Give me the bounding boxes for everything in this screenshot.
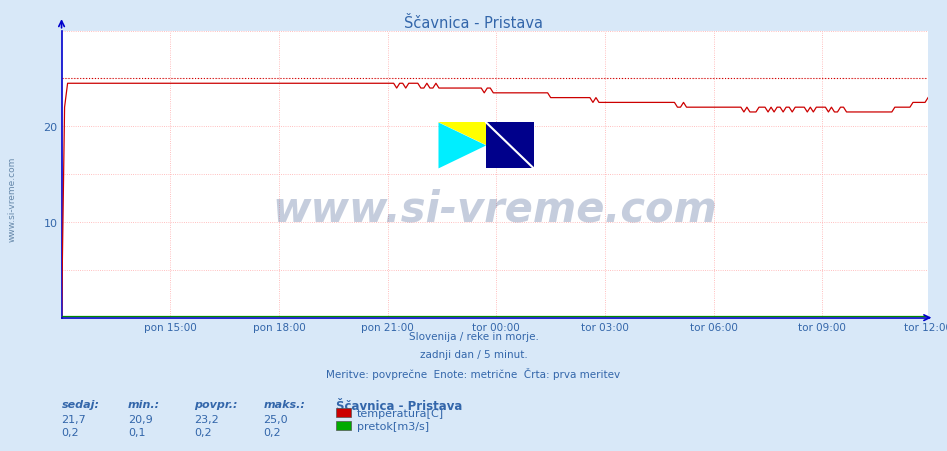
- Text: povpr.:: povpr.:: [194, 399, 238, 409]
- Polygon shape: [438, 123, 486, 169]
- Text: 0,2: 0,2: [263, 428, 281, 437]
- Text: 21,7: 21,7: [62, 414, 86, 424]
- Text: Ščavnica - Pristava: Ščavnica - Pristava: [404, 16, 543, 31]
- Text: maks.:: maks.:: [263, 399, 305, 409]
- Text: 0,2: 0,2: [194, 428, 212, 437]
- Text: www.si-vreme.com: www.si-vreme.com: [8, 156, 17, 241]
- Bar: [486, 123, 534, 169]
- Text: Slovenija / reke in morje.: Slovenija / reke in morje.: [408, 331, 539, 341]
- Text: Meritve: povprečne  Enote: metrične  Črta: prva meritev: Meritve: povprečne Enote: metrične Črta:…: [327, 368, 620, 380]
- Text: sedaj:: sedaj:: [62, 399, 99, 409]
- Text: www.si-vreme.com: www.si-vreme.com: [273, 188, 717, 230]
- Text: min.:: min.:: [128, 399, 160, 409]
- Text: 25,0: 25,0: [263, 414, 288, 424]
- Text: pretok[m3/s]: pretok[m3/s]: [357, 421, 429, 431]
- Text: 20,9: 20,9: [128, 414, 152, 424]
- Polygon shape: [438, 123, 486, 146]
- Text: zadnji dan / 5 minut.: zadnji dan / 5 minut.: [420, 350, 527, 359]
- Text: 23,2: 23,2: [194, 414, 219, 424]
- Text: 0,2: 0,2: [62, 428, 80, 437]
- Text: 0,1: 0,1: [128, 428, 145, 437]
- Text: Ščavnica - Pristava: Ščavnica - Pristava: [336, 399, 462, 412]
- Text: temperatura[C]: temperatura[C]: [357, 408, 444, 418]
